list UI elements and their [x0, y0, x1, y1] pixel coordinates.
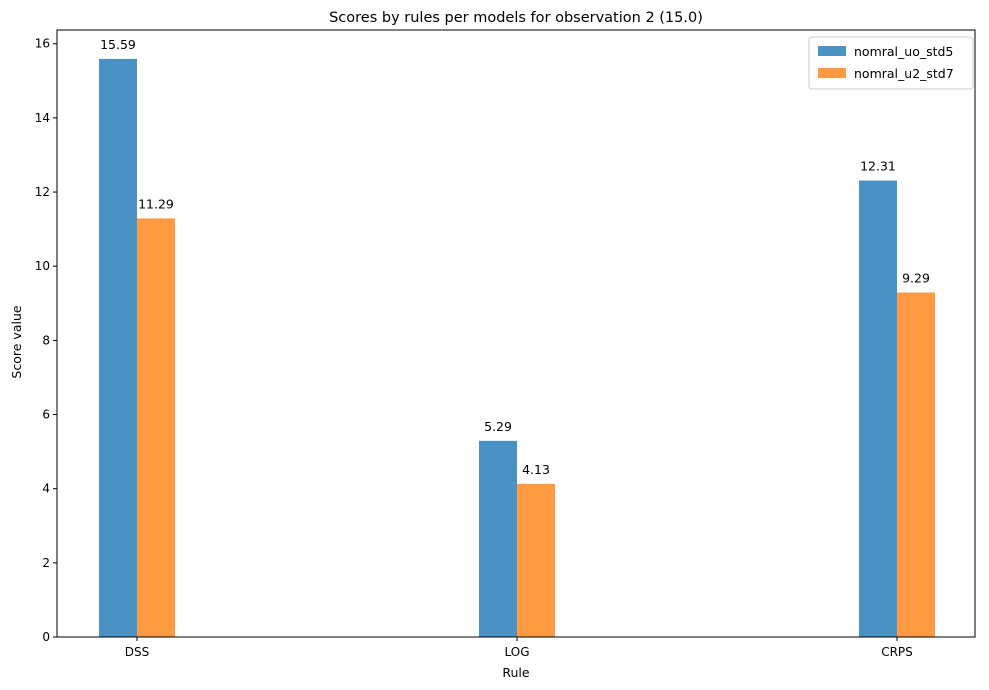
- y-tick-label: 10: [35, 259, 50, 273]
- bar-dss-series-2: [137, 218, 175, 638]
- legend-box: [808, 36, 974, 90]
- bar-log-series-2: [517, 483, 555, 637]
- y-tick-label: 6: [42, 408, 50, 422]
- y-tick-label: 14: [35, 111, 50, 125]
- bar-crps-series-2: [897, 292, 935, 637]
- plot-area: 15.59 5.29 12.31 11.29 4.13 9.29 0 2 4 6 8 10 12 14 16…: [35, 29, 976, 659]
- bar-dss-series-1: [99, 58, 137, 637]
- legend-swatch: [818, 68, 846, 78]
- legend: nomral_uo_std5 nomral_u2_std7: [808, 36, 974, 90]
- legend-swatch: [818, 46, 846, 56]
- bar-crps-series-1: [859, 180, 897, 637]
- chart-title: Scores by rules per models for observati…: [329, 10, 703, 26]
- y-tick-label: 16: [35, 37, 50, 51]
- x-tick-label: CRPS: [881, 645, 913, 659]
- legend-label: nomral_u2_std7: [854, 66, 954, 81]
- data-label: 11.29: [138, 196, 174, 211]
- x-tick-label: DSS: [125, 645, 149, 659]
- plot-frame: [56, 29, 976, 638]
- y-tick-label: 0: [42, 630, 50, 644]
- y-tick-label: 4: [42, 482, 50, 496]
- y-tick-label: 12: [35, 185, 50, 199]
- y-tick-label: 8: [42, 333, 50, 347]
- data-label: 9.29: [902, 271, 930, 286]
- legend-label: nomral_uo_std5: [854, 44, 953, 59]
- x-tick-label: LOG: [504, 645, 529, 659]
- data-label: 15.59: [100, 37, 136, 52]
- bar-log-series-1: [479, 440, 517, 637]
- x-axis-title: Rule: [502, 665, 530, 680]
- data-label: 12.31: [860, 159, 896, 174]
- y-tick-label: 2: [42, 556, 50, 570]
- y-axis-title: Score value: [9, 305, 24, 378]
- data-label: 5.29: [484, 419, 512, 434]
- data-label: 4.13: [522, 462, 550, 477]
